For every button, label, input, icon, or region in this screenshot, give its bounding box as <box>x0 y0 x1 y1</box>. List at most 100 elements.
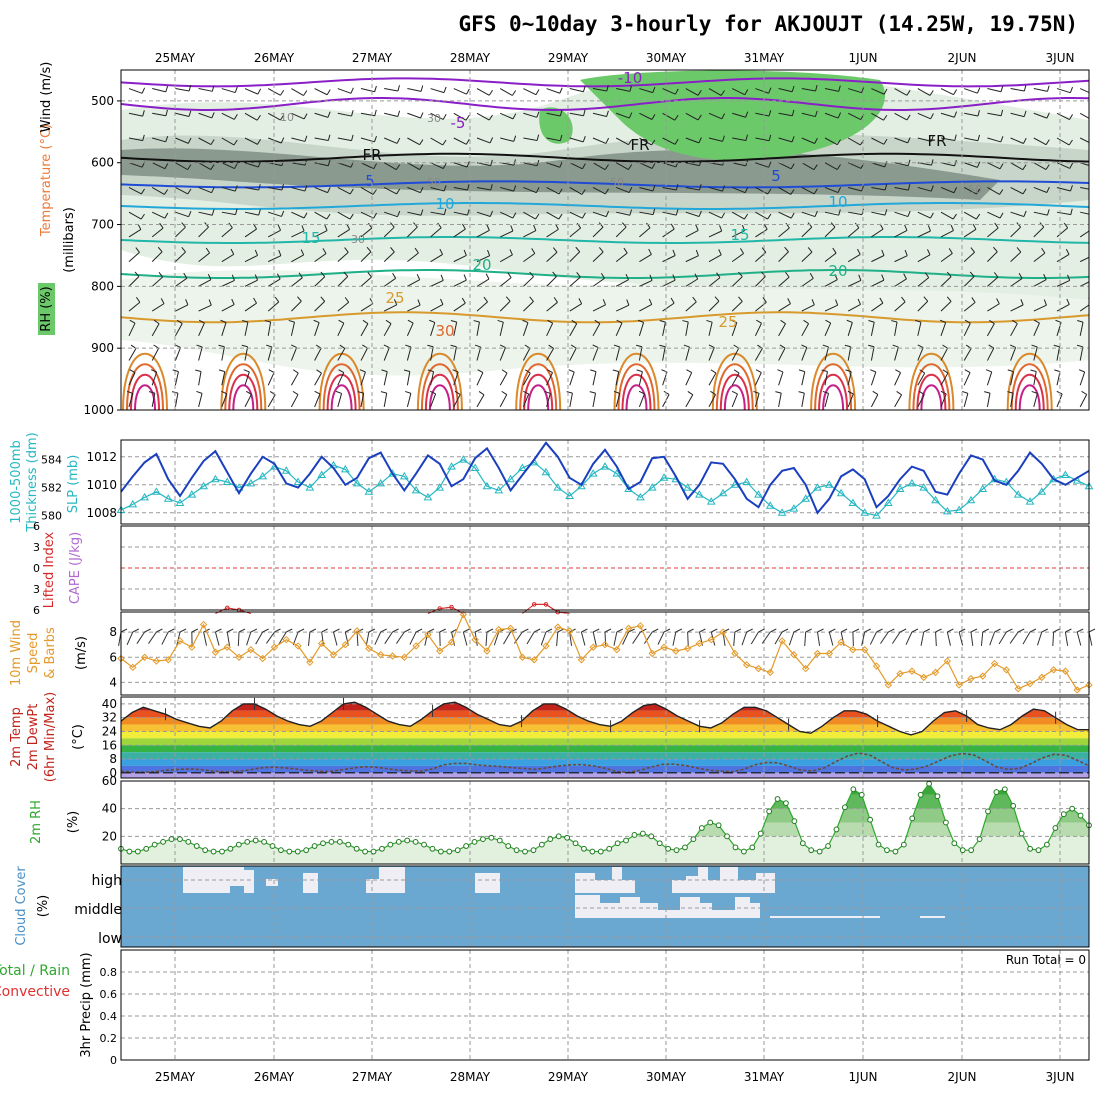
rh-point <box>530 847 537 854</box>
upper-wind-barb <box>384 137 398 144</box>
upper-wind-barb <box>546 393 551 408</box>
wind-speed-point <box>471 635 479 644</box>
upper-wind-barb-flag <box>403 369 410 372</box>
rh-band <box>121 794 1089 809</box>
upper-wind-barb <box>268 137 282 144</box>
wind-barb-10m-flag <box>120 628 128 633</box>
wind-barb-10m <box>203 631 207 646</box>
rh-point <box>1077 812 1084 819</box>
upper-wind-barb-flag <box>221 390 228 395</box>
upper-wind-barb-flag <box>1092 115 1095 120</box>
upper-wind-barb-flag <box>753 390 760 394</box>
upper-wind-barb-flag <box>884 184 888 191</box>
upper-wind-barb <box>963 323 971 337</box>
wind-speed-point <box>412 642 420 650</box>
day-label-top: 28MAY <box>450 51 491 65</box>
low-level-loop <box>224 363 263 410</box>
low-level-loop <box>228 373 259 410</box>
wind-barb-10m <box>126 631 134 645</box>
upper-wind-barb <box>917 347 924 361</box>
rh-point <box>606 845 613 852</box>
wind-barb-10m-flag <box>427 628 435 633</box>
upper-wind-barb-flag <box>1018 272 1023 279</box>
slp-grid <box>121 440 1089 524</box>
thickness-point <box>754 490 763 498</box>
wind-barb-10m-flag <box>1065 628 1072 633</box>
upper-wind-barb <box>987 187 1000 195</box>
upper-wind-barb <box>754 372 762 386</box>
upper-wind-barb <box>569 162 583 170</box>
wind-barb-10m <box>1076 631 1082 646</box>
upper-wind-barb-flag <box>670 223 675 230</box>
upper-wind-barb <box>523 137 538 141</box>
upper-wind-barb-flag <box>999 163 1004 170</box>
rh-point <box>522 848 528 855</box>
precip-unit-label-line: 3hr Precip (mm) <box>79 952 94 1057</box>
upper-wind-barb-flag <box>443 185 447 192</box>
wind-barb-10m-flag <box>1017 628 1025 633</box>
upper-wind-barb <box>662 112 675 121</box>
upper-wind-barb-flag <box>803 319 809 324</box>
rh-point <box>362 848 369 855</box>
slp-tick-label: 1010 <box>86 478 117 492</box>
upper-wind-barb-flag <box>858 274 862 281</box>
upper-wind-barb <box>940 276 952 287</box>
upper-wind-barb-flag <box>188 110 192 117</box>
upper-wind-barb-flag <box>962 390 969 394</box>
temp-band <box>121 745 1089 753</box>
upper-wind-barb <box>940 162 955 167</box>
upper-wind-barb-flag <box>374 85 377 92</box>
upper-wind-barb <box>987 276 999 287</box>
rh-point <box>850 786 857 793</box>
upper-wind-barb-flag <box>211 209 215 216</box>
wind-grid <box>121 612 1089 695</box>
rh-point <box>446 848 453 855</box>
rh-tick-label: 40 <box>102 802 117 816</box>
upper-wind-barb-flag <box>187 188 192 195</box>
upper-wind-barb <box>592 347 599 361</box>
upper-wind-barb <box>1010 323 1018 337</box>
upper-wind-barb <box>360 276 372 287</box>
upper-wind-barb-flag <box>674 114 679 121</box>
high-cloud-block <box>622 880 635 893</box>
rh-point <box>311 843 318 849</box>
upper-wind-barb-flag <box>698 210 702 217</box>
upper-wind-barb-flag <box>210 164 215 170</box>
thickness-point <box>411 485 421 494</box>
thickness-point <box>565 491 574 499</box>
upper-wind-barb <box>662 186 677 191</box>
wind-barb-10m-flag <box>345 628 352 633</box>
upper-wind-barb-flag <box>327 111 331 118</box>
temp-labels: 2m Temp 2m DewPt (6hr Min/Max) (°C) <box>9 692 86 782</box>
upper-wind-barb <box>1080 211 1089 215</box>
upper-wind-barb <box>314 186 328 194</box>
upper-wind-barb <box>383 277 396 287</box>
upper-wind-barb <box>963 228 977 238</box>
wind-barb-10m <box>687 631 689 647</box>
rh-contour-label: 30 <box>427 112 441 125</box>
upper-wind-barb-flag <box>359 369 366 373</box>
wind-barb-10m <box>657 631 665 645</box>
wind-barb-10m-flag <box>1006 628 1013 633</box>
upper-wind-barb <box>847 393 854 408</box>
upper-wind-barb-flag <box>720 90 725 96</box>
upper-wind-barb <box>221 393 228 408</box>
upper-wind-barb <box>546 276 557 287</box>
low-level-loop <box>920 384 943 410</box>
wind-barb-10m <box>613 631 618 646</box>
wind-barb-10m-flag <box>817 628 824 633</box>
upper-wind-barb-flag <box>136 297 141 303</box>
wind-10m-panel: 468 10m Wind Speed & Barbs (m/s) <box>9 610 1096 696</box>
upper-wind-barb <box>522 347 531 361</box>
temp-dewpoint-series <box>121 697 1089 774</box>
upper-wind-barb-flag <box>606 110 609 117</box>
upper-wind-barb <box>731 322 738 336</box>
upper-wind-barb <box>871 279 885 287</box>
thickness-point <box>317 470 327 478</box>
upper-wind-barb <box>615 304 630 312</box>
thickness-point <box>399 471 409 480</box>
upper-wind-barb <box>592 162 606 171</box>
wind-tick-label: 6 <box>109 650 117 664</box>
upper-wind-barb <box>708 88 722 96</box>
wind-barb-10m-flag <box>628 628 635 633</box>
